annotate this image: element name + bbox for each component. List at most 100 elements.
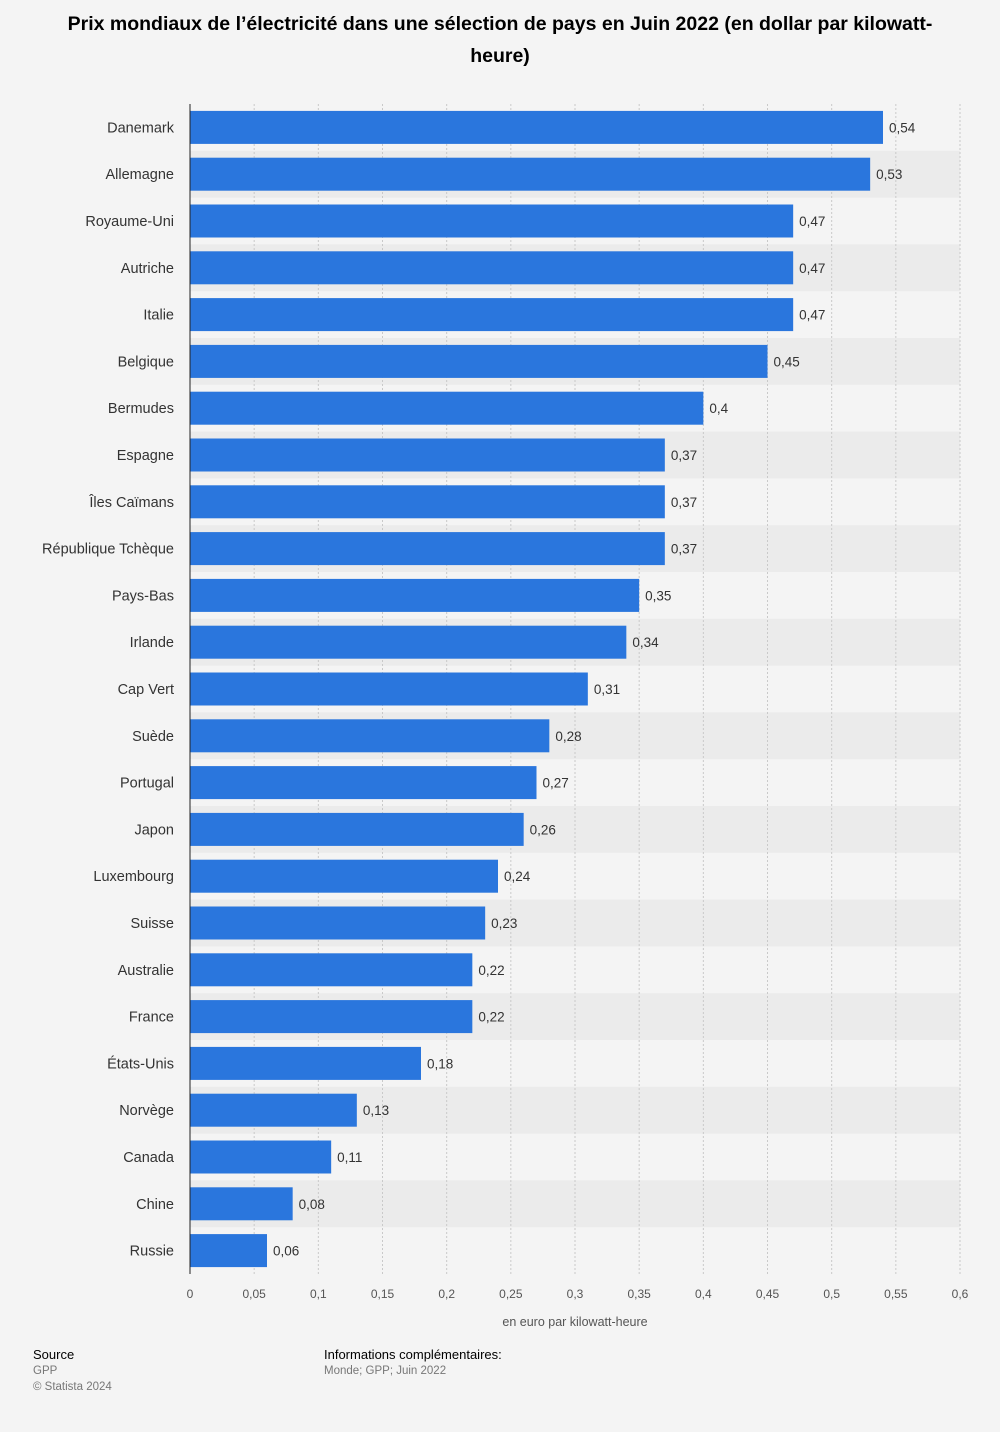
x-tick-label: 0,1 <box>310 1287 327 1301</box>
copyright: © Statista 2024 <box>33 1381 112 1393</box>
category-label: Russie <box>130 1244 174 1260</box>
bar <box>190 438 665 472</box>
info-block: Informations complémentaires: Monde; GPP… <box>324 1347 502 1379</box>
category-label: Cap Vert <box>118 682 174 698</box>
category-label: Autriche <box>121 261 174 277</box>
bar <box>190 1093 357 1127</box>
bar <box>190 1234 267 1268</box>
bar <box>190 157 871 191</box>
x-tick-label: 0,55 <box>884 1287 908 1301</box>
info-value: Monde; GPP; Juin 2022 <box>324 1365 447 1377</box>
bar <box>190 532 665 566</box>
value-label: 0,08 <box>299 1197 325 1212</box>
value-label: 0,34 <box>632 635 659 650</box>
value-label: 0,4 <box>709 401 728 416</box>
bar <box>190 1140 332 1174</box>
category-label: Canada <box>123 1150 175 1166</box>
x-tick-label: 0,25 <box>499 1287 523 1301</box>
category-labels: Danemark Allemagne Royaume-Uni Autriche Ital… <box>42 120 175 1259</box>
x-tick-label: 0,05 <box>242 1287 266 1301</box>
x-tick-label: 0,45 <box>756 1287 780 1301</box>
bar <box>190 485 665 519</box>
category-label: République Tchèque <box>42 542 174 558</box>
value-label: 0,27 <box>543 776 569 791</box>
category-label: Belgique <box>118 354 174 370</box>
value-label: 0,45 <box>774 354 800 369</box>
bar <box>190 1000 473 1034</box>
value-label: 0,18 <box>427 1056 453 1071</box>
value-label: 0,22 <box>478 963 504 978</box>
category-label: Norvège <box>119 1103 174 1119</box>
category-label: Japon <box>134 822 174 838</box>
category-label: France <box>129 1010 174 1026</box>
value-label: 0,53 <box>876 167 902 182</box>
bar <box>190 859 498 893</box>
source-block: Source GPP © Statista 2024 <box>33 1347 112 1395</box>
category-label: Australie <box>118 963 174 979</box>
bar <box>190 391 704 425</box>
x-tick-label: 0,15 <box>371 1287 395 1301</box>
category-label: Bermudes <box>108 401 174 417</box>
category-label: Suisse <box>130 916 174 932</box>
x-axis-title: en euro par kilowatt-heure <box>502 1315 647 1329</box>
value-label: 0,37 <box>671 495 697 510</box>
bar <box>190 1046 421 1080</box>
x-tick-labels: 0 0,05 0,1 0,15 0,2 0,25 0,3 0,35 0,4 0,45 0,5 0,55… <box>187 1287 969 1301</box>
bar <box>190 906 486 940</box>
bars <box>190 110 883 1268</box>
bar <box>190 625 627 659</box>
bar <box>190 766 537 800</box>
value-label: 0,31 <box>594 682 620 697</box>
x-tick-label: 0,5 <box>823 1287 840 1301</box>
value-label: 0,22 <box>478 1010 504 1025</box>
value-label: 0,26 <box>530 822 556 837</box>
bar <box>190 672 588 706</box>
bar <box>190 110 883 144</box>
value-label: 0,06 <box>273 1244 299 1259</box>
value-label: 0,37 <box>671 448 697 463</box>
chart-title: Prix mondiaux de l’électricité dans une … <box>67 13 933 67</box>
bar <box>190 344 768 378</box>
info-heading: Informations complémentaires: <box>324 1347 502 1362</box>
bar <box>190 812 524 846</box>
x-tick-label: 0 <box>187 1287 194 1301</box>
category-label: Allemagne <box>105 167 174 183</box>
bar <box>190 251 794 285</box>
value-label: 0,37 <box>671 542 697 557</box>
value-label: 0,13 <box>363 1103 389 1118</box>
category-label: Portugal <box>120 776 174 792</box>
value-label: 0,47 <box>799 261 825 276</box>
category-label: Royaume-Uni <box>85 214 174 230</box>
x-tick-label: 0,6 <box>952 1287 969 1301</box>
value-label: 0,23 <box>491 916 517 931</box>
value-labels: 0,54 0,53 0,47 0,47 0,47 0,45 0,4 0,37 0,37 0,37 0… <box>273 120 916 1258</box>
category-label: Luxembourg <box>93 869 174 885</box>
bar-chart: Danemark Allemagne Royaume-Uni Autriche Ital… <box>42 104 969 1329</box>
x-tick-label: 0,3 <box>567 1287 584 1301</box>
value-label: 0,54 <box>889 120 916 135</box>
bar <box>190 719 550 753</box>
category-label: Italie <box>143 308 174 324</box>
category-label: États-Unis <box>107 1055 174 1072</box>
x-tick-label: 0,35 <box>627 1287 651 1301</box>
category-label: Espagne <box>117 448 174 464</box>
category-label: Chine <box>136 1197 174 1213</box>
x-tick-label: 0,4 <box>695 1287 712 1301</box>
bar <box>190 953 473 987</box>
value-label: 0,28 <box>555 729 581 744</box>
bar <box>190 578 640 612</box>
value-label: 0,24 <box>504 869 531 884</box>
bar <box>190 298 794 332</box>
source-heading: Source <box>33 1347 75 1362</box>
category-label: Îles Caïmans <box>88 494 174 511</box>
value-label: 0,47 <box>799 214 825 229</box>
bar <box>190 1187 293 1221</box>
category-label: Irlande <box>130 635 174 651</box>
source-value: GPP <box>33 1365 58 1377</box>
value-label: 0,47 <box>799 308 825 323</box>
bar <box>190 204 794 238</box>
value-label: 0,11 <box>337 1150 362 1165</box>
category-label: Pays-Bas <box>112 588 174 604</box>
x-tick-label: 0,2 <box>438 1287 455 1301</box>
category-label: Suède <box>132 729 174 745</box>
